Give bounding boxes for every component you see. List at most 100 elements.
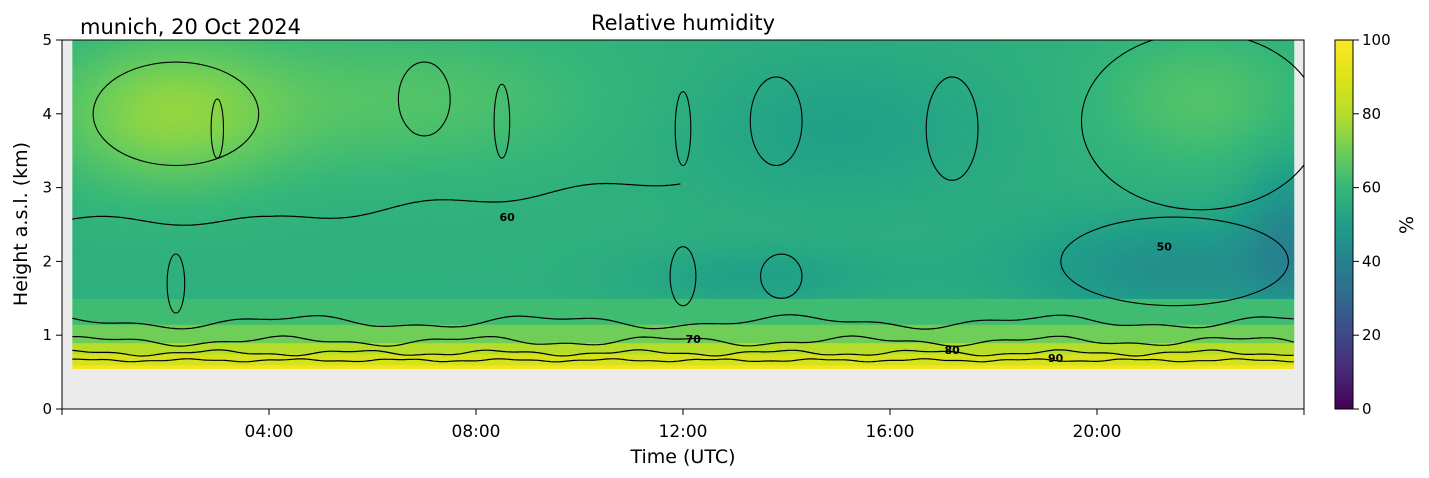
heatmap-cell [884,357,891,362]
heatmap-cell [1143,338,1150,344]
heatmap-cell [372,316,379,322]
heatmap-cell [781,309,788,314]
heatmap-cell [1112,290,1119,296]
heatmap-cell [1019,324,1026,329]
heatmap-cell [470,294,477,299]
heatmap-cell [926,346,932,351]
heatmap-cell [729,331,736,336]
heatmap-cell [217,349,224,355]
heatmap-cell [998,353,1005,358]
heatmap-cell [155,305,161,310]
heatmap-cell [765,353,772,358]
heatmap-cell [558,346,565,351]
heatmap-cell [527,316,534,322]
heatmap-cell [1195,349,1202,355]
heatmap-cell [569,335,575,340]
heatmap-cell [890,327,896,333]
heatmap-cell [1179,305,1186,310]
heatmap-cell [1247,346,1253,351]
heatmap-cell [739,357,746,362]
heatmap-cell [848,349,855,355]
heatmap-cell [408,331,415,336]
heatmap-cell [222,294,229,299]
heatmap-cell [553,313,560,318]
heatmap-cell [993,349,1000,355]
heatmap-cell [662,313,669,318]
heatmap-cell [470,327,477,333]
heatmap-cell [1076,353,1083,358]
heatmap-cell [439,327,446,333]
heatmap-cell [149,349,156,355]
heatmap-cell [1076,346,1083,351]
heatmap-cell [341,342,348,347]
heatmap-cell [962,364,969,370]
heatmap-cell [191,290,198,296]
heatmap-cell [377,349,384,355]
heatmap-cell [683,364,689,370]
heatmap-cell [1231,301,1238,307]
heatmap-cell [776,324,782,329]
heatmap-cell [589,305,596,310]
heatmap-cell [93,342,99,347]
heatmap-cell [802,298,808,303]
heatmap-cell [341,364,348,370]
heatmap-cell [113,349,120,355]
heatmap-cell [905,349,912,355]
heatmap-cell [569,294,575,299]
heatmap-cell [636,298,643,303]
heatmap-cell [465,327,472,333]
heatmap-cell [217,290,224,296]
heatmap-cell [1091,331,1098,336]
heatmap-cell [781,327,788,333]
heatmap-cell [770,320,777,325]
heatmap-cell [553,327,560,333]
heatmap-cell [227,364,234,370]
heatmap-cell [305,349,311,355]
heatmap-cell [952,335,958,340]
heatmap-cell [1252,357,1259,362]
heatmap-cell [843,294,850,299]
heatmap-cell [388,361,394,366]
heatmap-cell [191,361,198,366]
heatmap-cell [496,305,503,310]
heatmap-cell [258,313,265,318]
heatmap-cell [977,338,984,344]
heatmap-cell [191,320,198,325]
heatmap-cell [688,305,694,310]
heatmap-cell [362,320,368,325]
heatmap-cell [895,361,901,366]
heatmap-cell [548,290,555,296]
heatmap-cell [646,346,653,351]
heatmap-cell [538,324,544,329]
heatmap-cell [367,338,374,344]
heatmap-cell [1097,316,1103,322]
heatmap-cell [196,353,203,358]
heatmap-cell [1138,361,1145,366]
heatmap-cell [786,290,793,296]
heatmap-cell [1024,346,1031,351]
heatmap-cell [1179,353,1186,358]
heatmap-cell [227,327,234,333]
heatmap-cell [869,357,876,362]
heatmap-cell [413,331,420,336]
heatmap-cell [258,335,265,340]
heatmap-cell [796,290,803,296]
heatmap-cell [812,294,819,299]
heatmap-cell [1262,309,1269,314]
heatmap-cell [227,287,234,292]
heatmap-cell [1097,324,1103,329]
heatmap-cell [93,338,99,344]
heatmap-cell [1236,331,1243,336]
heatmap-cell [108,346,115,351]
heatmap-cell [884,305,891,310]
heatmap-cell [620,290,627,296]
heatmap-cell [377,305,384,310]
heatmap-cell [217,361,224,366]
heatmap-cell [807,361,813,366]
heatmap-cell [315,316,322,322]
heatmap-cell [512,364,518,370]
heatmap-cell [315,364,322,370]
heatmap-cell [1164,305,1171,310]
heatmap-cell [1071,361,1077,366]
heatmap-cell [998,324,1005,329]
